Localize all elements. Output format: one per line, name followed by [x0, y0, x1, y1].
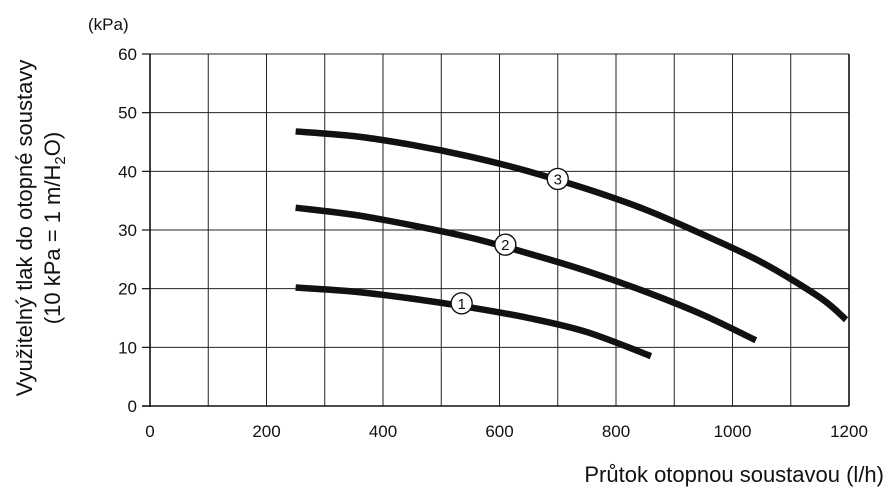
y-tick-label: 50	[118, 104, 137, 123]
x-tick-label: 200	[252, 422, 280, 441]
x-tick-label: 800	[602, 422, 630, 441]
curve-label-2: 2	[501, 237, 509, 254]
y-tick-label: 30	[118, 221, 137, 240]
y-tick-labels: 0 10 20 30 40 50 60	[118, 45, 150, 416]
y-unit-label: (kPa)	[88, 15, 129, 34]
curve-labels: 1 2 3	[450, 167, 569, 315]
x-tick-label: 1200	[830, 422, 868, 441]
y-axis-subtitle: (10 kPa = 1 m/H2O)	[40, 132, 69, 324]
grid	[150, 53, 850, 406]
y-axis-title: Využitelný tlak do otopné soustavy	[12, 60, 37, 397]
x-tick-labels: 0 200 400 600 800 1000 1200	[145, 422, 868, 441]
x-axis-title: Průtok otopnou soustavou (l/h)	[584, 462, 884, 487]
curve-line-3	[295, 128, 849, 323]
x-tick-label: 400	[369, 422, 397, 441]
curves	[295, 128, 849, 360]
curve-label-3: 3	[554, 171, 562, 188]
curve-label-1: 1	[457, 296, 465, 313]
x-tick-label: 1000	[714, 422, 752, 441]
y-tick-label: 40	[118, 162, 137, 181]
y-axis-title-line1: Využitelný tlak do otopné soustavy	[12, 60, 37, 397]
y-tick-label: 0	[128, 397, 137, 416]
curve-line-1	[295, 284, 653, 360]
x-tick-label: 600	[485, 422, 513, 441]
y-axis-title-line2: (10 kPa = 1 m/H2O)	[40, 132, 69, 324]
curve-label-circle-3	[546, 167, 569, 191]
y-tick-label: 60	[118, 45, 137, 64]
curve-label-circle-1	[450, 292, 473, 315]
x-tick-label: 0	[145, 422, 154, 441]
y-tick-label: 20	[118, 280, 137, 299]
curve-label-circle-2	[494, 233, 517, 256]
y-tick-label: 10	[118, 338, 137, 357]
curve-line-2	[295, 204, 758, 344]
